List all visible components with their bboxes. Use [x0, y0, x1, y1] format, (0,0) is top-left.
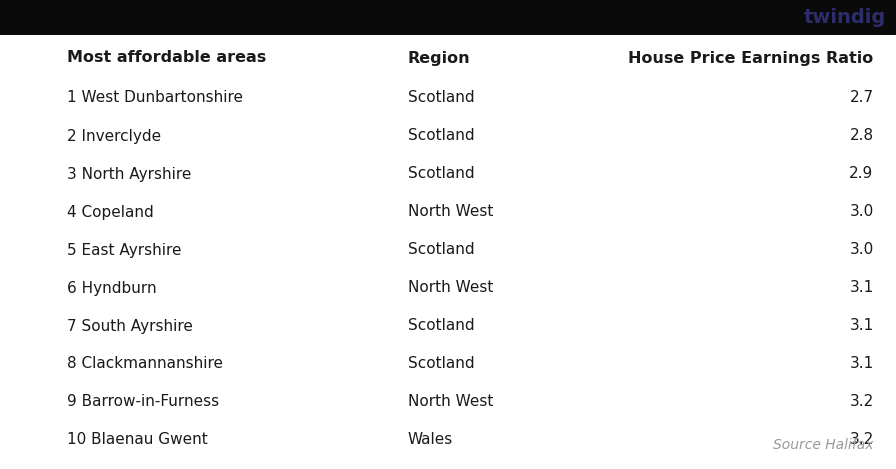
Text: 3.0: 3.0: [849, 242, 874, 257]
Text: House Price Earnings Ratio: House Price Earnings Ratio: [628, 51, 874, 66]
Text: 3.2: 3.2: [849, 394, 874, 409]
Text: 3 North Ayrshire: 3 North Ayrshire: [67, 166, 192, 182]
Bar: [0, 0, 896, 35]
Text: Scotland: Scotland: [408, 318, 474, 333]
Text: North West: North West: [408, 204, 493, 219]
Text: Region: Region: [408, 51, 470, 66]
Text: 5 East Ayrshire: 5 East Ayrshire: [67, 242, 182, 257]
Text: Scotland: Scotland: [408, 129, 474, 144]
Text: 1 West Dunbartonshire: 1 West Dunbartonshire: [67, 91, 243, 106]
Text: 2.9: 2.9: [849, 166, 874, 182]
Text: 6 Hyndburn: 6 Hyndburn: [67, 280, 157, 295]
Text: North West: North West: [408, 280, 493, 295]
Text: 10 Blaenau Gwent: 10 Blaenau Gwent: [67, 432, 208, 447]
Text: Most affordable areas: Most affordable areas: [67, 51, 266, 66]
Text: 9 Barrow-in-Furness: 9 Barrow-in-Furness: [67, 394, 220, 409]
Text: Source Halifax: Source Halifax: [773, 438, 874, 452]
Text: 7 South Ayrshire: 7 South Ayrshire: [67, 318, 193, 333]
Text: Scotland: Scotland: [408, 166, 474, 182]
Text: 4 Copeland: 4 Copeland: [67, 204, 154, 219]
Text: twindig: twindig: [804, 8, 886, 27]
Text: 3.1: 3.1: [849, 280, 874, 295]
Text: 3.0: 3.0: [849, 204, 874, 219]
Text: Wales: Wales: [408, 432, 453, 447]
Text: 8 Clackmannanshire: 8 Clackmannanshire: [67, 356, 223, 371]
Text: North West: North West: [408, 394, 493, 409]
Text: 3.1: 3.1: [849, 318, 874, 333]
Text: 3.1: 3.1: [849, 356, 874, 371]
Text: Scotland: Scotland: [408, 242, 474, 257]
Text: 2.7: 2.7: [849, 91, 874, 106]
Text: Scotland: Scotland: [408, 356, 474, 371]
Text: 2.8: 2.8: [849, 129, 874, 144]
Text: 3.2: 3.2: [849, 432, 874, 447]
Text: Scotland: Scotland: [408, 91, 474, 106]
Text: 2 Inverclyde: 2 Inverclyde: [67, 129, 161, 144]
